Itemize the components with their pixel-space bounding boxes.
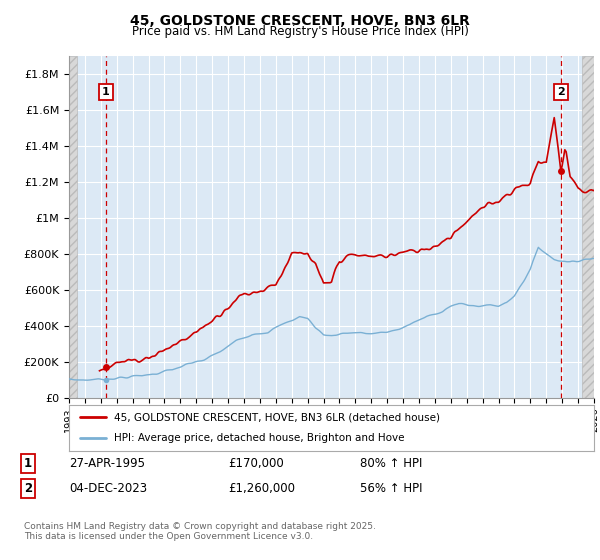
- Text: 04-DEC-2023: 04-DEC-2023: [69, 482, 147, 495]
- Text: £170,000: £170,000: [228, 457, 284, 470]
- Text: 56% ↑ HPI: 56% ↑ HPI: [360, 482, 422, 495]
- Text: Contains HM Land Registry data © Crown copyright and database right 2025.
This d: Contains HM Land Registry data © Crown c…: [24, 522, 376, 542]
- Text: 80% ↑ HPI: 80% ↑ HPI: [360, 457, 422, 470]
- Text: 1: 1: [102, 87, 110, 97]
- Text: 45, GOLDSTONE CRESCENT, HOVE, BN3 6LR: 45, GOLDSTONE CRESCENT, HOVE, BN3 6LR: [130, 14, 470, 28]
- Text: HPI: Average price, detached house, Brighton and Hove: HPI: Average price, detached house, Brig…: [113, 433, 404, 444]
- Text: 2: 2: [24, 482, 32, 495]
- Text: Price paid vs. HM Land Registry's House Price Index (HPI): Price paid vs. HM Land Registry's House …: [131, 25, 469, 38]
- Text: 27-APR-1995: 27-APR-1995: [69, 457, 145, 470]
- Text: 45, GOLDSTONE CRESCENT, HOVE, BN3 6LR (detached house): 45, GOLDSTONE CRESCENT, HOVE, BN3 6LR (d…: [113, 412, 440, 422]
- Text: 2: 2: [557, 87, 565, 97]
- Text: £1,260,000: £1,260,000: [228, 482, 295, 495]
- Text: 1: 1: [24, 457, 32, 470]
- Bar: [582, 56, 594, 398]
- Bar: [69, 56, 77, 398]
